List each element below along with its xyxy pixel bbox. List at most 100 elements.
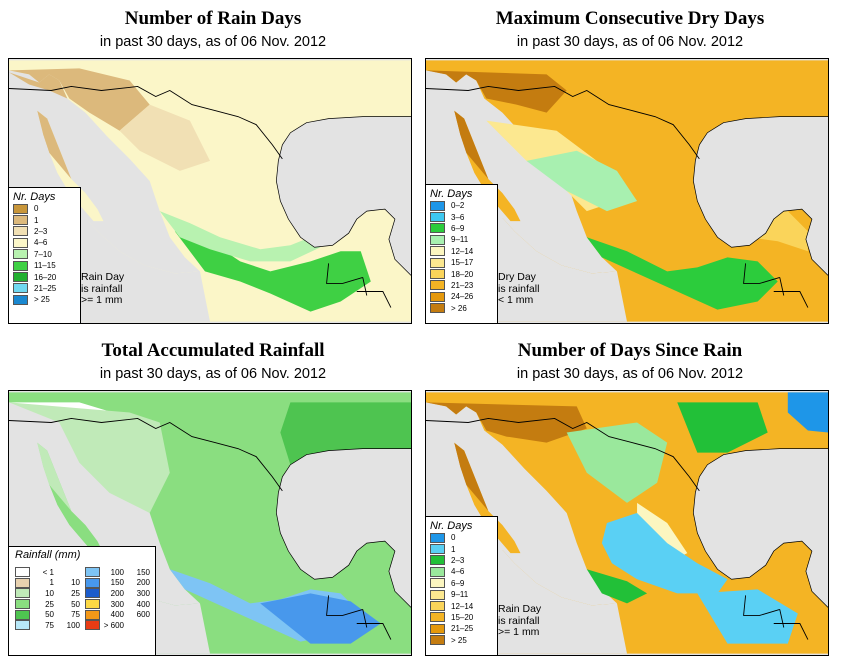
legend-swatch	[430, 635, 445, 646]
note-line: Dry Day	[498, 271, 536, 283]
legend-label: 12–14	[451, 601, 474, 611]
legend-item: 1 10	[15, 577, 80, 589]
legend-swatch	[430, 566, 445, 577]
rainfall-region	[260, 593, 381, 644]
legend-item: 4–6	[9, 237, 80, 248]
legend-item: 11–15	[9, 260, 80, 271]
legend-item: 4–6	[426, 566, 497, 577]
legend-item: 200 300	[85, 588, 150, 599]
note-line: is rainfall	[498, 282, 540, 295]
map-borders	[426, 418, 828, 640]
legend-range-low: 300	[110, 599, 124, 609]
panel-subtitle: in past 30 days, as of 06 Nov. 2012	[99, 366, 327, 382]
country-borders	[426, 86, 809, 308]
rainfall-region	[586, 569, 648, 604]
legend-item: 18–20	[426, 268, 497, 280]
legend-item: 0–2	[426, 200, 497, 211]
map-dry-days: Nr. Days 0–2 3–6 6–9 9–11 12–14 15–17 18–20 21–…	[425, 58, 829, 324]
legend-swatch	[85, 577, 100, 588]
rainfall-region	[454, 110, 489, 179]
legend-swatch	[15, 620, 30, 631]
legend-label: 24–26	[451, 292, 474, 302]
legend-item: 150 200	[85, 577, 150, 589]
legend-swatch	[13, 249, 28, 260]
legend-item: > 600	[85, 620, 150, 631]
coastline	[275, 448, 411, 608]
legend-range-high: 25	[71, 588, 80, 598]
legend-swatch	[85, 567, 100, 578]
legend-range-high: 300	[136, 588, 150, 598]
legend-label: 0	[451, 533, 456, 543]
legend-label: 15–20	[451, 612, 474, 622]
gulf-of-mexico	[693, 448, 828, 608]
legend-range-low: 75	[45, 620, 54, 630]
legend-title: Nr. Days	[13, 191, 56, 203]
legend-range-low: 200	[110, 588, 124, 598]
rainfall-region	[9, 68, 150, 131]
legend-range-low: 50	[45, 610, 54, 620]
legend-item: 12–14	[426, 246, 497, 257]
rainfall-region	[526, 150, 638, 212]
coastline	[275, 116, 411, 276]
legend-swatch	[430, 223, 445, 234]
rainfall-region	[37, 442, 72, 511]
legend-swatch	[430, 291, 445, 302]
legend-swatch	[430, 612, 445, 623]
rainfall-region	[37, 110, 72, 179]
map-total-rainfall: Rainfall (mm) < 1 1 10 10 25 25 50 50 75 75 100 10…	[8, 390, 412, 656]
legend-item: 0	[426, 532, 497, 543]
map-borders	[426, 86, 828, 308]
legend-col-right: 100 150 150 200 200 300 300 400 400 600 > 600	[85, 567, 150, 631]
legend-title: Nr. Days	[430, 520, 473, 532]
legend-item: 9–11	[426, 234, 497, 245]
map-extra-1	[159, 211, 371, 312]
panel-title: Total Accumulated Rainfall	[101, 340, 325, 361]
coastline	[692, 116, 828, 276]
legend-swatch	[430, 246, 445, 257]
legend-title: Nr. Days	[430, 188, 473, 200]
panel-subtitle: in past 30 days, as of 06 Nov. 2012	[516, 34, 744, 50]
legend-label: 6–9	[451, 578, 465, 588]
rainfall-region	[566, 422, 668, 503]
gulf-of-mexico	[693, 116, 828, 276]
legend-label: > 25	[34, 295, 50, 305]
legend-item: 24–26	[426, 291, 497, 302]
legend-label: 15–17	[451, 258, 474, 268]
legend-range-high: 150	[136, 567, 150, 577]
note-line: >= 1 mm	[81, 294, 123, 306]
gulf-of-mexico	[276, 116, 411, 276]
legend-swatch	[430, 234, 445, 245]
legend-item: 50 75	[15, 609, 80, 620]
legend-swatch	[13, 272, 28, 283]
legend-range-low: < 1	[42, 567, 54, 577]
legend-swatch	[430, 280, 445, 291]
map-rain-days: Nr. Days 0 1 2–3 4–6 7–10 11–15 16–20 21–25 > 25…	[8, 58, 412, 324]
legend-label: 7–10	[34, 249, 52, 259]
panel-title: Maximum Consecutive Dry Days	[495, 8, 765, 29]
legend-item: 12–14	[426, 600, 497, 612]
gulf-of-mexico	[276, 448, 411, 608]
country-borders	[426, 418, 809, 640]
rainfall-region	[9, 402, 170, 513]
legend-item: 1	[426, 543, 497, 555]
panel-title: Number of Rain Days	[124, 8, 302, 29]
legend-label: 6–9	[451, 223, 465, 233]
legend-item: 300 400	[85, 599, 150, 610]
legend-swatch	[430, 601, 445, 612]
legend-range-high: 200	[136, 578, 150, 588]
legend-range-low: 150	[110, 578, 124, 588]
legend-item: 7–10	[9, 249, 80, 260]
legend-range-high: 75	[71, 610, 80, 620]
coastline	[692, 448, 828, 608]
legend-item: 1	[9, 214, 80, 226]
note-line: is rainfall	[498, 614, 540, 627]
legend-swatch	[430, 589, 445, 600]
legend-label: 4–6	[34, 238, 48, 248]
legend-label: 9–11	[451, 235, 469, 245]
legend-label: 21–23	[451, 280, 474, 290]
legend-item: 21–25	[9, 283, 80, 294]
legend-swatch	[13, 260, 28, 271]
map-borders	[9, 86, 411, 308]
legend: Nr. Days 0 1 2–3 4–6 7–10 11–15 16–20 21–25 > 25	[9, 187, 81, 323]
rainfall-region	[697, 589, 798, 644]
